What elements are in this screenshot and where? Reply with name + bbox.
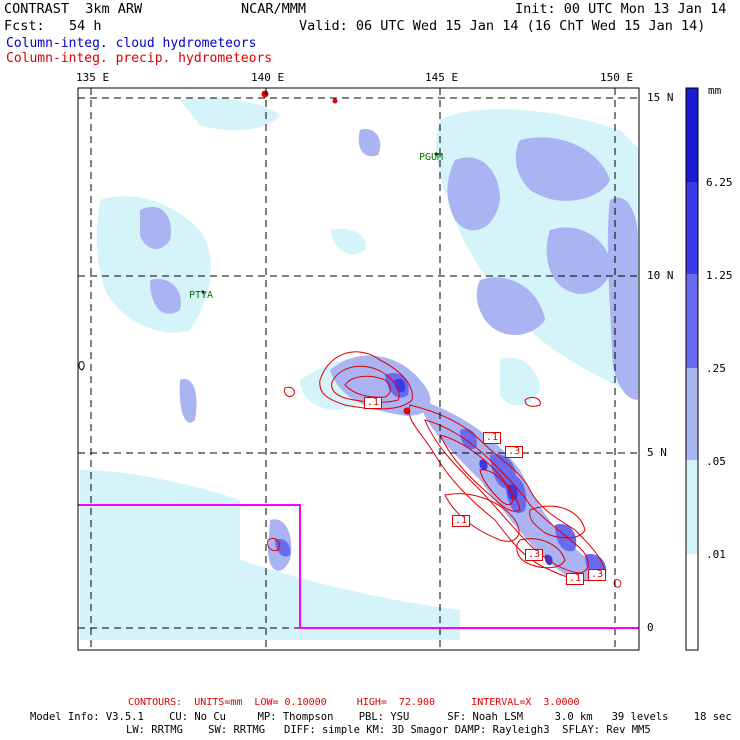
legend-cloud: Column-integ. cloud hydrometeors (6, 36, 257, 51)
colorbar-segment (686, 554, 698, 650)
station-ptya: PTYA (189, 290, 214, 301)
colorbar-level: .25 (706, 362, 726, 375)
lat-label-5n: 5 N (647, 446, 667, 459)
lon-label-150: 150 E (600, 71, 634, 84)
lat-label-10n: 10 N (647, 269, 674, 282)
colorbar-level: 1.25 (706, 269, 733, 282)
colorbar-segment (686, 182, 698, 274)
contour-label: .3 (588, 569, 607, 581)
center-name: NCAR/MMM (241, 1, 307, 17)
lon-label-140: 140 E (251, 71, 285, 84)
colorbar-level: .05 (706, 455, 726, 468)
lon-label-145: 145 E (425, 71, 459, 84)
colorbar-segment (686, 274, 698, 368)
station-ptya-marker (201, 290, 205, 294)
contour-label: .1 (452, 515, 471, 527)
colorbar-level: .01 (706, 548, 726, 561)
contours-info: CONTOURS: UNITS=mm LOW= 0.10000 HIGH= 72… (128, 697, 580, 708)
init-time: Init: 00 UTC Mon 13 Jan 14 (515, 1, 727, 17)
valid-time: Valid: 06 UTC Wed 15 Jan 14 (16 ChT Wed … (299, 18, 706, 34)
run-title: CONTRAST 3km ARW (4, 1, 143, 17)
colorbar-segment (686, 460, 698, 554)
lat-label-0: 0 (647, 621, 654, 634)
colorbar-segment (686, 368, 698, 460)
contour-label: .1 (483, 432, 502, 444)
legend-precip: Column-integ. precip. hydrometeors (6, 51, 273, 66)
colorbar-segment (686, 88, 698, 182)
station-pgum-marker (434, 152, 438, 156)
lon-label-135: 135 E (76, 71, 110, 84)
contour-label: .3 (525, 549, 544, 561)
lat-label-15n: 15 N (647, 91, 674, 104)
colorbar-units: mm (708, 84, 722, 97)
forecast-hour: Fcst: 54 h (4, 18, 102, 34)
model-info-line2: LW: RRTMG SW: RRTMG DIFF: simple KM: 3D … (126, 724, 651, 736)
contour-label: .1 (364, 397, 383, 409)
island-outline (78, 361, 85, 371)
colorbar-level: 6.25 (706, 176, 733, 189)
contour-label: .1 (566, 573, 585, 585)
station-pgum: PGUM (419, 152, 444, 163)
model-info-line1: Model Info: V3.5.1 CU: No Cu MP: Thompso… (30, 711, 732, 723)
contour-label: .3 (505, 446, 524, 458)
precip-contours (261, 90, 622, 588)
colorbar-frame (685, 87, 699, 651)
map-frame (77, 87, 640, 651)
inner-domain-box (78, 504, 639, 629)
